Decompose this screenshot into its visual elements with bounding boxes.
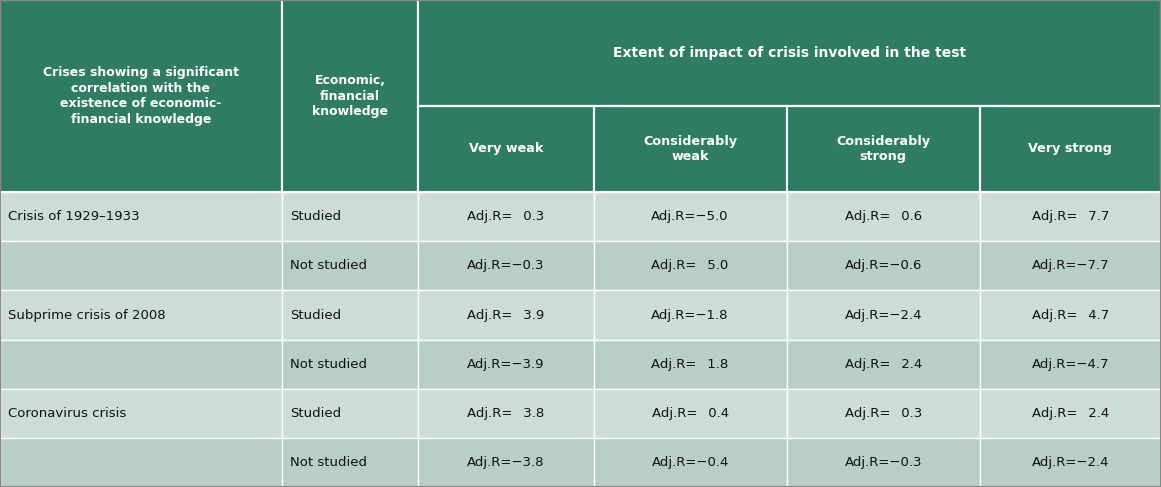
- Text: Adj.R=  0.3: Adj.R= 0.3: [467, 210, 545, 223]
- Text: Adj.R=  3.8: Adj.R= 3.8: [467, 407, 545, 420]
- Bar: [418, 438, 593, 487]
- Bar: [980, 389, 1161, 438]
- Text: Subprime crisis of 2008: Subprime crisis of 2008: [8, 309, 166, 321]
- Text: Adj.R=  0.4: Adj.R= 0.4: [651, 407, 729, 420]
- Bar: [980, 192, 1161, 242]
- Bar: [980, 339, 1161, 389]
- Text: Adj.R=  5.0: Adj.R= 5.0: [651, 260, 729, 272]
- Text: Adj.R=−3.8: Adj.R=−3.8: [467, 456, 545, 469]
- Text: Studied: Studied: [290, 309, 341, 321]
- Text: Not studied: Not studied: [290, 456, 367, 469]
- Bar: [418, 242, 593, 290]
- Text: Adj.R=  7.7: Adj.R= 7.7: [1032, 210, 1109, 223]
- Text: Adj.R=  0.6: Adj.R= 0.6: [844, 210, 922, 223]
- Bar: [980, 290, 1161, 339]
- Text: Considerably
strong: Considerably strong: [836, 135, 930, 163]
- Bar: [787, 106, 980, 192]
- Bar: [787, 389, 980, 438]
- Bar: [282, 0, 418, 192]
- Text: Adj.R=−1.8: Adj.R=−1.8: [651, 309, 729, 321]
- Bar: [418, 0, 1161, 106]
- Text: Adj.R=−2.4: Adj.R=−2.4: [844, 309, 922, 321]
- Text: Very weak: Very weak: [469, 142, 543, 155]
- Text: Coronavirus crisis: Coronavirus crisis: [8, 407, 127, 420]
- Bar: [593, 242, 787, 290]
- Text: Very strong: Very strong: [1029, 142, 1112, 155]
- Bar: [593, 389, 787, 438]
- Bar: [593, 192, 787, 242]
- Text: Adj.R=−5.0: Adj.R=−5.0: [651, 210, 729, 223]
- Bar: [0, 290, 282, 339]
- Bar: [787, 339, 980, 389]
- Text: Extent of impact of crisis involved in the test: Extent of impact of crisis involved in t…: [613, 46, 966, 60]
- Bar: [282, 192, 418, 242]
- Bar: [418, 290, 593, 339]
- Text: Adj.R=−0.4: Adj.R=−0.4: [651, 456, 729, 469]
- Text: Considerably
weak: Considerably weak: [643, 135, 737, 163]
- Text: Adj.R=−7.7: Adj.R=−7.7: [1032, 260, 1109, 272]
- Bar: [593, 106, 787, 192]
- Bar: [282, 389, 418, 438]
- Bar: [593, 290, 787, 339]
- Text: Adj.R=  1.8: Adj.R= 1.8: [651, 357, 729, 371]
- Bar: [418, 106, 593, 192]
- Bar: [0, 339, 282, 389]
- Text: Studied: Studied: [290, 407, 341, 420]
- Bar: [787, 242, 980, 290]
- Bar: [980, 106, 1161, 192]
- Bar: [980, 438, 1161, 487]
- Text: Crises showing a significant
correlation with the
existence of economic-
financi: Crises showing a significant correlation…: [43, 66, 239, 126]
- Bar: [282, 242, 418, 290]
- Text: Not studied: Not studied: [290, 357, 367, 371]
- Text: Crisis of 1929–1933: Crisis of 1929–1933: [8, 210, 139, 223]
- Text: Adj.R=  2.4: Adj.R= 2.4: [1032, 407, 1109, 420]
- Bar: [593, 438, 787, 487]
- Bar: [282, 438, 418, 487]
- Bar: [282, 339, 418, 389]
- Text: Adj.R=−3.9: Adj.R=−3.9: [467, 357, 545, 371]
- Bar: [418, 339, 593, 389]
- Bar: [0, 438, 282, 487]
- Text: Adj.R=−4.7: Adj.R=−4.7: [1032, 357, 1109, 371]
- Text: Adj.R=−0.3: Adj.R=−0.3: [467, 260, 545, 272]
- Bar: [418, 389, 593, 438]
- Bar: [418, 192, 593, 242]
- Bar: [593, 339, 787, 389]
- Bar: [787, 290, 980, 339]
- Text: Adj.R=  3.9: Adj.R= 3.9: [467, 309, 545, 321]
- Text: Adj.R=  0.3: Adj.R= 0.3: [844, 407, 922, 420]
- Bar: [980, 242, 1161, 290]
- Bar: [282, 290, 418, 339]
- Text: Not studied: Not studied: [290, 260, 367, 272]
- Bar: [787, 438, 980, 487]
- Text: Economic,
financial
knowledge: Economic, financial knowledge: [312, 74, 388, 118]
- Bar: [0, 0, 282, 192]
- Text: Studied: Studied: [290, 210, 341, 223]
- Text: Adj.R=  2.4: Adj.R= 2.4: [844, 357, 922, 371]
- Bar: [0, 242, 282, 290]
- Bar: [0, 192, 282, 242]
- Bar: [787, 192, 980, 242]
- Text: Adj.R=−2.4: Adj.R=−2.4: [1032, 456, 1109, 469]
- Text: Adj.R=−0.6: Adj.R=−0.6: [844, 260, 922, 272]
- Text: Adj.R=  4.7: Adj.R= 4.7: [1032, 309, 1109, 321]
- Text: Adj.R=−0.3: Adj.R=−0.3: [844, 456, 922, 469]
- Bar: [0, 389, 282, 438]
